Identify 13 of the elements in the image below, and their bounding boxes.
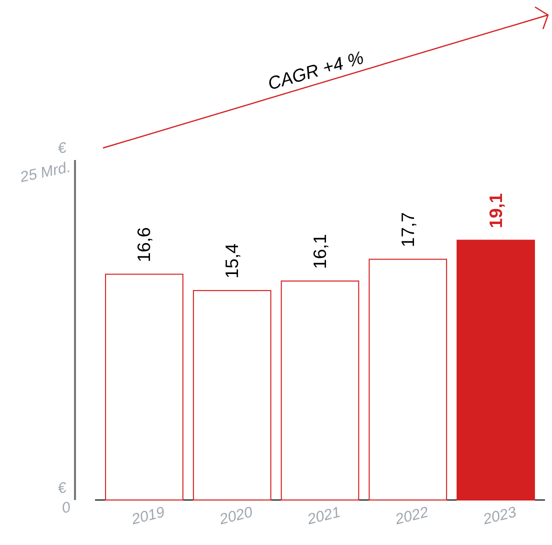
x-tick-label: 2022 — [392, 504, 431, 529]
x-tick-label: 2020 — [216, 504, 255, 529]
x-tick-label: 2021 — [304, 504, 342, 529]
data-label: 16,1 — [310, 234, 330, 270]
x-tick-label: 2019 — [128, 504, 168, 529]
data-label: 16,6 — [134, 227, 154, 262]
y-tick-label: € 0 — [56, 479, 73, 518]
data-label: 17,7 — [398, 212, 418, 248]
data-label: 19,1 — [486, 193, 506, 228]
y-tick-label: € 25 Mrd. — [18, 139, 72, 186]
text: CAGR +4 % — [266, 47, 366, 94]
x-tick-label: 2023 — [480, 504, 519, 529]
data-label: 15,4 — [222, 244, 242, 279]
